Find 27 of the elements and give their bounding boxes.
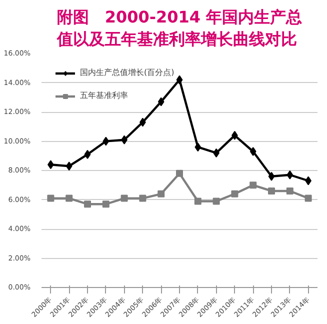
point [268, 187, 275, 194]
point [139, 194, 146, 202]
point [120, 194, 128, 202]
point [158, 190, 165, 198]
point [84, 200, 91, 208]
point [268, 172, 275, 181]
point [158, 97, 164, 106]
legend-label: 国内生产总值增长(百分点) [80, 67, 174, 78]
point [47, 194, 54, 202]
point [250, 182, 257, 189]
chart-title: 附图 2000-2014 年国内生产总值以及五年基准利率增长曲线对比 [56, 8, 302, 48]
point [194, 198, 202, 205]
point [212, 198, 220, 205]
point [176, 75, 183, 84]
point [102, 136, 110, 146]
point [286, 187, 294, 194]
point [102, 200, 110, 208]
legend-label: 五年基准利率 [80, 90, 128, 101]
point [286, 170, 294, 180]
point [250, 146, 256, 156]
point [176, 170, 183, 177]
point [84, 150, 91, 159]
point [304, 194, 312, 202]
point [66, 194, 73, 202]
point [66, 162, 72, 171]
point [231, 190, 238, 198]
point [194, 142, 202, 152]
